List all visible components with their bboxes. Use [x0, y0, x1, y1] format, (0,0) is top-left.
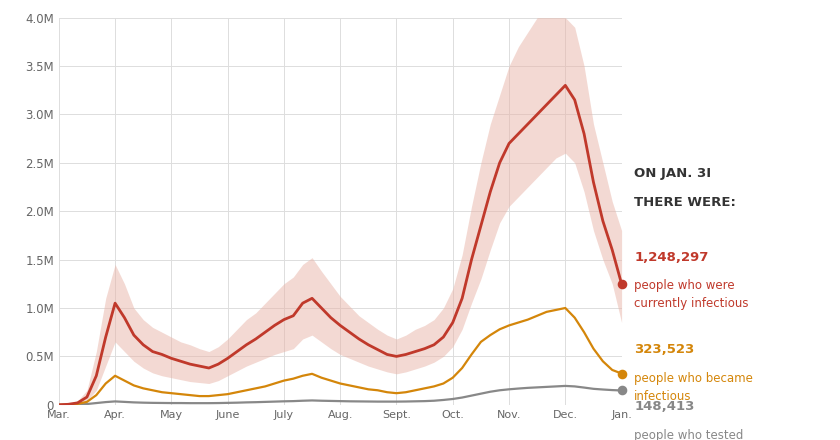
Point: [615, 387, 628, 394]
Text: people who became
infectious: people who became infectious: [634, 372, 753, 403]
Text: 148,413: 148,413: [634, 400, 695, 414]
Point: [615, 370, 628, 377]
Text: 1,248,297: 1,248,297: [634, 251, 709, 264]
Text: people who were
currently infectious: people who were currently infectious: [634, 279, 748, 310]
Text: people who tested: people who tested: [634, 429, 743, 440]
Text: 323,523: 323,523: [634, 343, 695, 356]
Point: [615, 280, 628, 287]
Text: ON JAN. 3I: ON JAN. 3I: [634, 167, 711, 180]
Text: THERE WERE:: THERE WERE:: [634, 196, 736, 209]
